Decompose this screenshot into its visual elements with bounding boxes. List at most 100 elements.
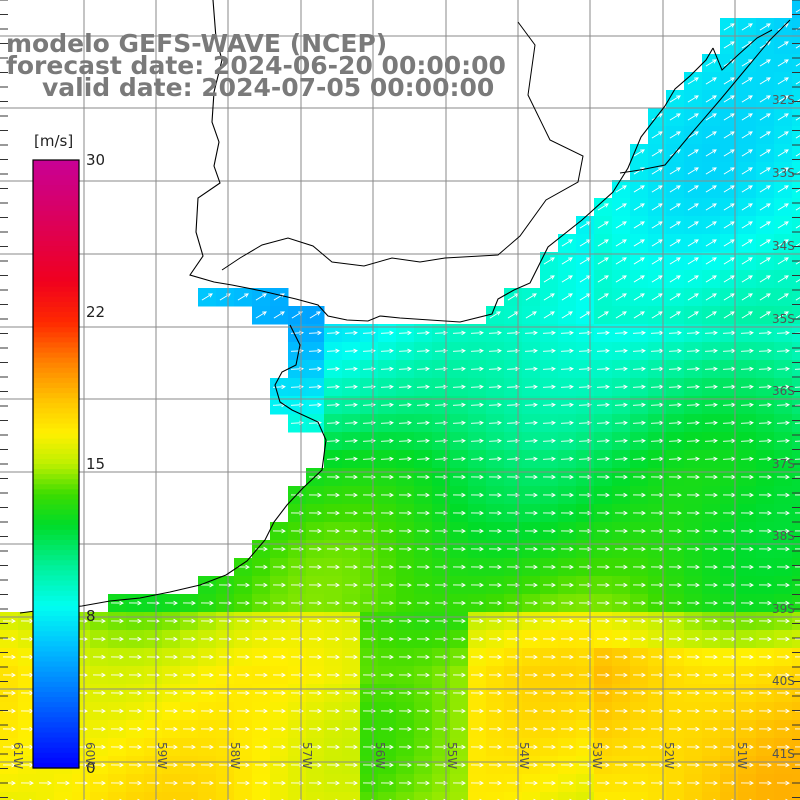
wind-direction-arrow <box>254 690 268 696</box>
wind-direction-arrow <box>759 221 771 229</box>
wind-direction-arrow <box>524 528 538 534</box>
wind-direction-arrow <box>326 546 340 552</box>
wind-direction-arrow <box>614 528 628 534</box>
wind-direction-arrow <box>614 672 628 678</box>
wind-direction-arrow <box>759 131 771 139</box>
wind-direction-arrow <box>326 726 340 732</box>
wind-direction-arrow <box>434 384 448 390</box>
wind-direction-arrow <box>416 762 430 768</box>
wind-speed-cell <box>378 792 397 800</box>
colorbar-segment <box>33 489 79 495</box>
wind-speed-cell <box>126 792 145 800</box>
wind-direction-arrow <box>326 384 340 390</box>
colorbar-segment <box>33 504 79 511</box>
wind-direction-arrow <box>182 726 196 732</box>
colorbar-segment <box>33 499 79 506</box>
wind-direction-arrow <box>344 348 358 354</box>
wind-direction-arrow <box>182 672 196 678</box>
wind-direction-arrow <box>200 726 214 732</box>
colorbar-segment <box>33 580 79 587</box>
wind-direction-arrow <box>632 510 646 516</box>
wind-direction-arrow <box>506 474 520 480</box>
wind-direction-arrow <box>434 636 448 642</box>
wind-direction-arrow <box>542 636 556 642</box>
wind-direction-arrow <box>560 672 574 678</box>
wind-speed-cell <box>792 306 800 325</box>
wind-direction-arrow <box>326 564 340 570</box>
wind-direction-arrow <box>236 762 250 768</box>
wind-direction-arrow <box>723 293 735 301</box>
wind-direction-arrow <box>596 420 610 426</box>
wind-direction-arrow <box>164 654 178 660</box>
wind-speed-cell <box>306 792 325 800</box>
wind-direction-arrow <box>543 311 555 319</box>
wind-direction-arrow <box>344 654 358 660</box>
wind-direction-arrow <box>794 764 800 766</box>
wind-direction-arrow <box>686 690 700 696</box>
wind-direction-arrow <box>740 510 754 516</box>
wind-direction-arrow <box>452 708 466 714</box>
wind-direction-arrow <box>309 311 321 319</box>
wind-direction-arrow <box>308 744 322 750</box>
wind-direction-arrow <box>704 672 718 678</box>
wind-direction-arrow <box>398 366 412 372</box>
wind-direction-arrow <box>740 366 754 372</box>
wind-direction-arrow <box>200 600 214 606</box>
wind-direction-arrow <box>668 384 682 390</box>
wind-direction-arrow <box>92 708 106 714</box>
wind-direction-arrow <box>380 690 394 696</box>
wind-direction-arrow <box>686 474 700 480</box>
colorbar-segment <box>33 605 79 612</box>
wind-direction-arrow <box>686 348 700 354</box>
wind-direction-arrow <box>434 420 448 426</box>
wind-direction-arrow <box>326 672 340 678</box>
wind-direction-arrow <box>776 726 790 732</box>
colorbar-segment <box>33 367 79 374</box>
wind-direction-arrow <box>758 420 772 426</box>
wind-direction-arrow <box>723 275 735 283</box>
wind-direction-arrow <box>182 636 196 642</box>
wind-direction-arrow <box>308 366 322 372</box>
wind-direction-arrow <box>542 492 556 498</box>
wind-direction-arrow <box>740 618 754 624</box>
wind-direction-arrow <box>110 744 124 750</box>
wind-direction-arrow <box>542 672 556 678</box>
wind-direction-arrow <box>542 348 556 354</box>
wind-direction-arrow <box>488 708 502 714</box>
wind-direction-arrow <box>542 528 556 534</box>
wind-direction-arrow <box>92 636 106 642</box>
wind-direction-arrow <box>740 330 754 336</box>
wind-direction-arrow <box>704 564 718 570</box>
colorbar-segment <box>33 241 79 247</box>
wind-direction-arrow <box>578 672 592 678</box>
wind-direction-arrow <box>380 384 394 390</box>
latitude-label: 35S <box>772 312 795 326</box>
wind-direction-arrow <box>758 744 772 750</box>
colorbar-segment <box>33 170 79 176</box>
wind-direction-arrow <box>704 546 718 552</box>
longitude-label: 59W <box>155 742 169 770</box>
wind-direction-arrow <box>794 350 800 352</box>
wind-direction-arrow <box>272 528 286 534</box>
wind-direction-arrow <box>704 636 718 642</box>
wind-direction-arrow <box>686 510 700 516</box>
wind-direction-arrow <box>524 744 538 750</box>
wind-direction-arrow <box>704 780 718 786</box>
wind-direction-arrow <box>560 636 574 642</box>
wind-direction-arrow <box>668 348 682 354</box>
wind-direction-arrow <box>560 564 574 570</box>
wind-speed-cell <box>486 792 505 800</box>
wind-direction-arrow <box>614 744 628 750</box>
wind-speed-cell <box>144 792 163 800</box>
colorbar-segment <box>33 681 79 688</box>
colorbar-segment <box>33 458 79 465</box>
colorbar-segment <box>33 312 79 318</box>
wind-direction-arrow <box>687 311 699 319</box>
wind-direction-arrow <box>632 402 646 408</box>
wind-direction-arrow <box>416 582 430 588</box>
latitude-label: 34S <box>772 239 795 253</box>
wind-direction-arrow <box>128 708 142 714</box>
wind-direction-arrow <box>758 366 772 372</box>
colorbar-segment <box>33 352 79 359</box>
